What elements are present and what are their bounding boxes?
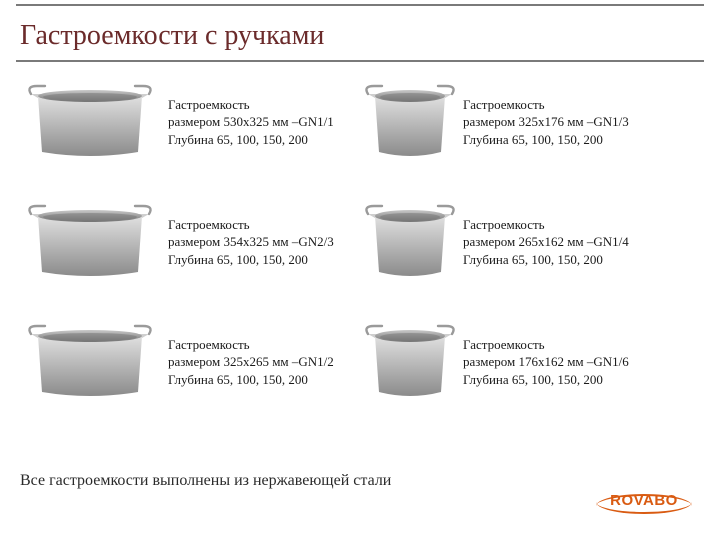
product-description: Гастроемкостьразмером 325х176 мм –GN1/3Г… [463,96,629,149]
pan-icon [365,196,455,288]
desc-line: Гастроемкость [463,96,629,114]
logo-text: ROVABO [596,492,692,509]
top-rule [16,4,704,6]
desc-line: Гастроемкость [168,336,334,354]
product-description: Гастроемкостьразмером 530х325 мм –GN1/1Г… [168,96,334,149]
desc-line: размером 530х325 мм –GN1/1 [168,113,334,131]
desc-line: Глубина 65, 100, 150, 200 [463,371,629,389]
desc-line: размером 176х162 мм –GN1/6 [463,353,629,371]
product-description: Гастроемкостьразмером 325х265 мм –GN1/2Г… [168,336,334,389]
desc-line: размером 325х176 мм –GN1/3 [463,113,629,131]
pan-icon [20,316,160,408]
product-item: Гастроемкостьразмером 530х325 мм –GN1/1Г… [20,76,355,168]
product-grid: Гастроемкостьразмером 530х325 мм –GN1/1Г… [20,76,700,408]
product-item: Гастроемкостьразмером 325х265 мм –GN1/2Г… [20,316,355,408]
desc-line: размером 354х325 мм –GN2/3 [168,233,334,251]
desc-line: размером 265х162 мм –GN1/4 [463,233,629,251]
pan-icon [365,316,455,408]
product-description: Гастроемкостьразмером 354х325 мм –GN2/3Г… [168,216,334,269]
pan-icon [20,196,160,288]
product-item: Гастроемкостьразмером 265х162 мм –GN1/4Г… [365,196,700,288]
desc-line: Гастроемкость [168,96,334,114]
product-item: Гастроемкостьразмером 354х325 мм –GN2/3Г… [20,196,355,288]
footer-text: Все гастроемкости выполнены из нержавеющ… [20,472,391,490]
page-title: Гастроемкости с ручками [16,20,324,52]
pan-icon [365,76,455,168]
product-description: Гастроемкостьразмером 176х162 мм –GN1/6Г… [463,336,629,389]
desc-line: размером 325х265 мм –GN1/2 [168,353,334,371]
brand-logo: ROVABO [596,484,692,518]
product-description: Гастроемкостьразмером 265х162 мм –GN1/4Г… [463,216,629,269]
desc-line: Глубина 65, 100, 150, 200 [168,251,334,269]
desc-line: Гастроемкость [463,216,629,234]
desc-line: Гастроемкость [168,216,334,234]
product-item: Гастроемкостьразмером 325х176 мм –GN1/3Г… [365,76,700,168]
desc-line: Глубина 65, 100, 150, 200 [463,251,629,269]
product-item: Гастроемкостьразмером 176х162 мм –GN1/6Г… [365,316,700,408]
pan-icon [20,76,160,168]
desc-line: Глубина 65, 100, 150, 200 [463,131,629,149]
desc-line: Глубина 65, 100, 150, 200 [168,371,334,389]
title-bar: Гастроемкости с ручками [16,12,704,62]
desc-line: Глубина 65, 100, 150, 200 [168,131,334,149]
desc-line: Гастроемкость [463,336,629,354]
slide-frame: Гастроемкости с ручками Гастроемкостьраз… [16,4,704,528]
